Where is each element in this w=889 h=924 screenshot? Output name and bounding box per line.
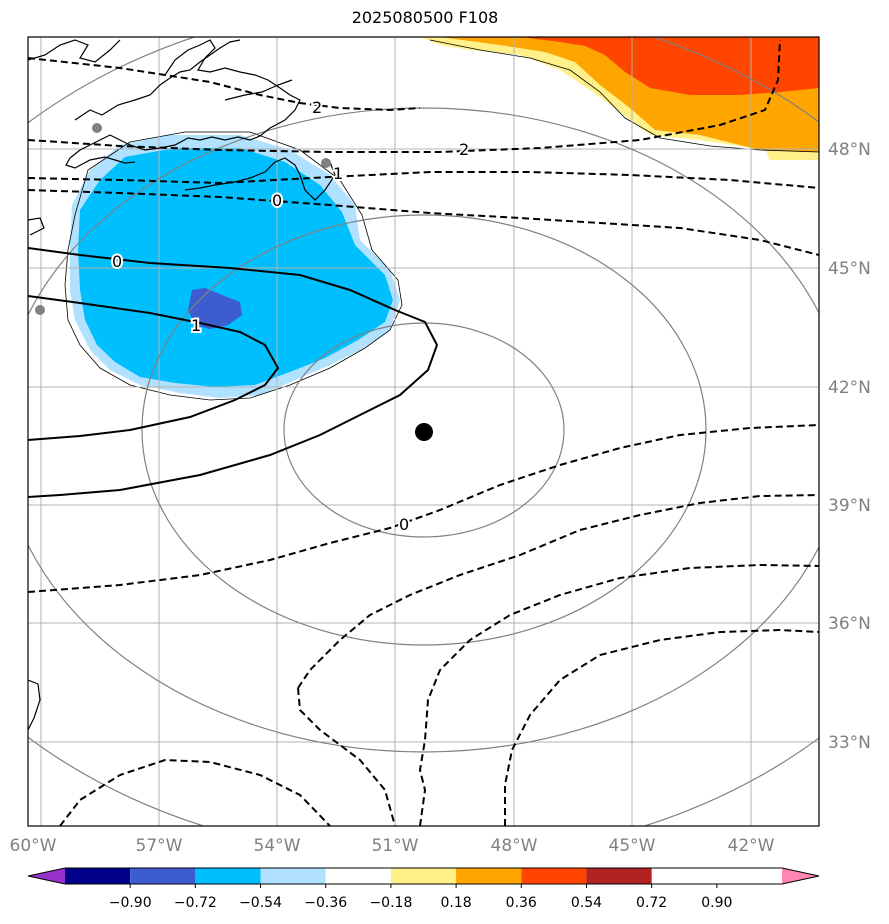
colorbar-bin [586, 868, 652, 884]
shading-red-orange [520, 37, 819, 95]
storm-center-marker [415, 423, 433, 441]
lon-label: 51°W [372, 836, 419, 856]
solid-contours [28, 247, 439, 498]
contour-label: 0 [399, 515, 409, 534]
coastlines [28, 39, 336, 731]
colorbar-bin [390, 868, 457, 884]
lon-label: 57°W [136, 836, 183, 856]
map-title: 2025080500 F108 [351, 8, 499, 27]
lat-label: 36°N [828, 614, 871, 634]
colorbar-outline [27, 867, 820, 885]
contour-label: 1 [333, 164, 343, 183]
colorbar-bin [65, 868, 131, 884]
island-markers [35, 123, 331, 315]
contour-label: 1 [191, 316, 201, 335]
colorbar-bin [195, 868, 261, 884]
map-frame [27, 36, 820, 827]
lat-label: 42°N [828, 378, 871, 398]
colorbar-tick-label: 0.72 [636, 895, 667, 911]
dashed-contours [28, 39, 819, 826]
colorbar-bin [521, 868, 587, 884]
range-rings [28, 37, 819, 826]
colorbar-tick-label: −0.36 [304, 895, 347, 911]
lat-label: 33°N [828, 733, 871, 753]
colorbar-bin [130, 868, 196, 884]
lon-labels: 60°W 57°W 54°W 51°W 48°W 45°W 42°W [10, 836, 775, 856]
contour-label: 0 [272, 191, 282, 210]
colorbar-tick-label: 0.54 [571, 895, 602, 911]
lat-label: 48°N [828, 140, 871, 160]
lon-label: 45°W [609, 836, 656, 856]
contour-labels: 2 2 1 0 0 1 0 [110, 96, 471, 536]
colorbar: −0.90 −0.72 −0.54 −0.36 −0.18 0.18 0.36 0.54 0.7… [27, 867, 820, 911]
lon-label: 48°W [491, 836, 538, 856]
lat-label: 45°N [828, 259, 871, 279]
lon-label: 60°W [10, 836, 57, 856]
colorbar-tick-label: −0.18 [369, 895, 412, 911]
colorbar-bin [325, 868, 391, 884]
colorbar-tick-label: 0.18 [441, 895, 472, 911]
lat-labels: 48°N 45°N 42°N 39°N 36°N 33°N [828, 140, 871, 753]
colorbar-extend-low [28, 868, 65, 884]
colorbar-bin [456, 868, 522, 884]
colorbar-bin [260, 868, 326, 884]
colorbar-tick-label: −0.72 [174, 895, 217, 911]
lon-label: 42°W [728, 836, 775, 856]
colorbar-tick-label: 0.90 [701, 895, 732, 911]
lat-label: 39°N [828, 496, 871, 516]
contour-label: 2 [312, 98, 322, 117]
colorbar-tick-label: −0.90 [109, 895, 152, 911]
warm-outline [429, 39, 819, 153]
colorbar-tick-label: −0.54 [239, 895, 282, 911]
colorbar-extend-high [782, 868, 819, 884]
contour-label: 0 [112, 252, 122, 271]
shading-outline [64, 131, 403, 401]
contour-label: 2 [459, 140, 469, 159]
colorbar-tick-label: 0.36 [506, 895, 537, 911]
map-plot-area [28, 37, 819, 826]
lon-label: 54°W [254, 836, 301, 856]
